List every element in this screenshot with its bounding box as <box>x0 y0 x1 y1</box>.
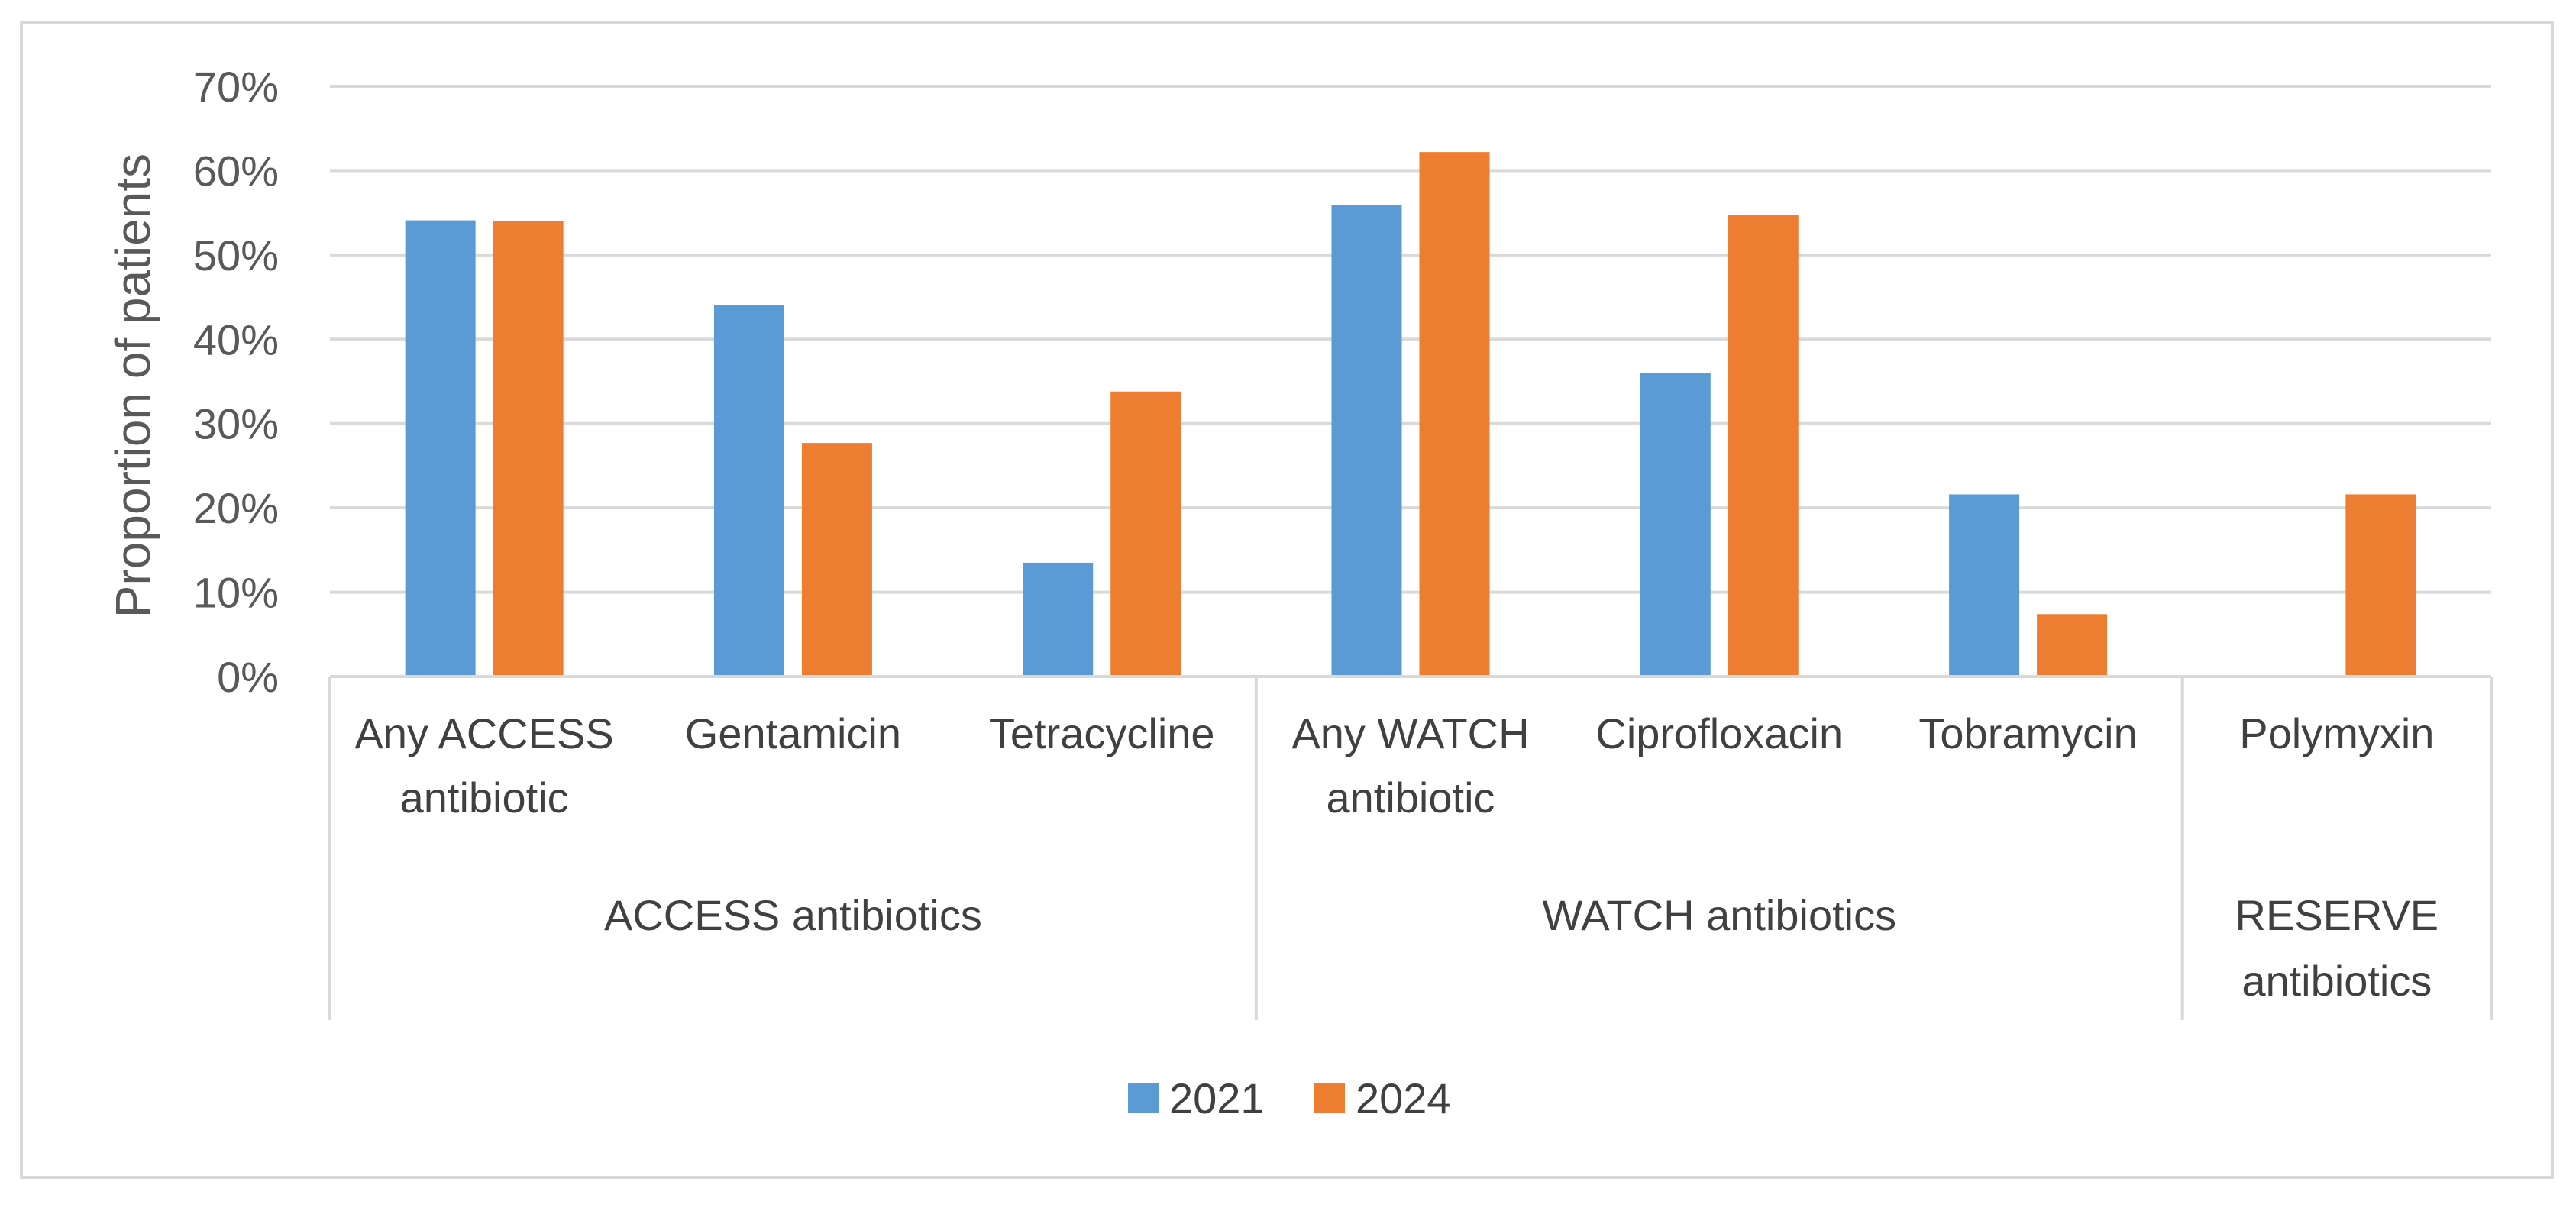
legend-label: 2024 <box>1356 1074 1451 1122</box>
legend-swatch-2021 <box>1128 1083 1159 1113</box>
x-axis: Any ACCESS antibiotic Gentamicin Tetracycli… <box>328 675 2493 1020</box>
bar-2021-4 <box>1640 373 1711 677</box>
y-tick-label: 50% <box>193 231 279 279</box>
bar-2021-1 <box>713 305 784 677</box>
group-label: ACCESS antibiotics <box>604 891 982 939</box>
legend-label: 2021 <box>1169 1074 1265 1122</box>
y-tick-label: 40% <box>193 315 279 363</box>
group-label: WATCH antibiotics <box>1542 891 1896 939</box>
bar-2021-5 <box>1949 494 2020 677</box>
y-tick-label: 10% <box>193 569 279 617</box>
bar-2024-0 <box>493 221 564 677</box>
group-label: RESERVE <box>2235 891 2439 939</box>
x-tick-label: Tetracycline <box>989 709 1215 757</box>
x-tick-label: antibiotic <box>400 773 569 822</box>
gridlines <box>330 85 2491 594</box>
y-axis-ticks: 0% 10% 20% 30% 40% 50% 60% 70% <box>193 63 279 701</box>
legend-swatch-2024 <box>1314 1083 1345 1113</box>
bar-2021-3 <box>1331 205 1402 677</box>
x-tick-label: Polymyxin <box>2239 709 2434 757</box>
bar-2021-2 <box>1023 562 1094 677</box>
y-axis-label: Proportion of patients <box>105 153 160 618</box>
y-tick-label: 70% <box>193 63 279 111</box>
bar-2024-1 <box>801 443 872 677</box>
bar-2024-6 <box>2345 494 2416 677</box>
bar-2024-2 <box>1110 391 1181 677</box>
bar-2024-4 <box>1728 215 1799 677</box>
legend: 2021 2024 <box>1128 1074 1451 1122</box>
y-tick-label: 20% <box>193 484 279 532</box>
bar-2021-0 <box>405 220 476 677</box>
x-tick-label: Any ACCESS <box>355 709 614 757</box>
group-label: antibiotics <box>2241 957 2432 1005</box>
x-tick-label: Ciprofloxacin <box>1595 709 1843 757</box>
bar-2024-5 <box>2037 614 2108 677</box>
y-tick-label: 0% <box>217 653 279 701</box>
x-tick-label: antibiotic <box>1326 773 1495 822</box>
bar-2024-3 <box>1419 152 1490 677</box>
y-tick-label: 60% <box>193 147 279 195</box>
bars <box>405 152 2416 677</box>
x-tick-label: Any WATCH <box>1291 709 1529 757</box>
y-tick-label: 30% <box>193 400 279 448</box>
x-tick-label: Gentamicin <box>685 709 901 757</box>
x-tick-label: Tobramycin <box>1918 709 2137 757</box>
